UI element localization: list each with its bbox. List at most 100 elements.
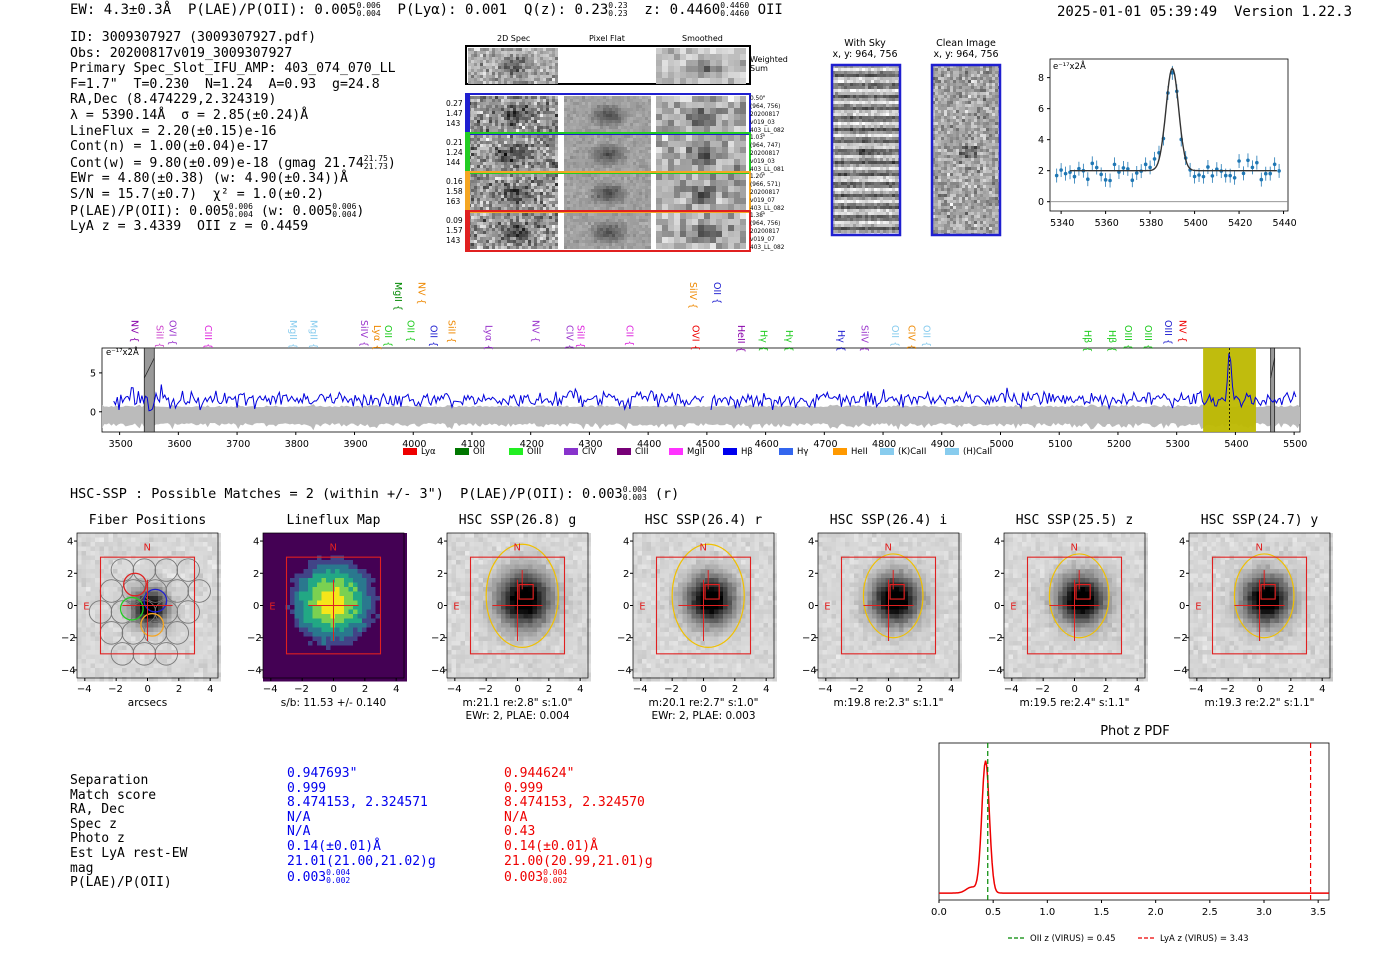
legend-swatch <box>509 448 523 455</box>
row-stat-value: 0.16 <box>446 177 463 187</box>
detection-info: ID: 3009307927 (3009307927.pdf)Obs: 2020… <box>70 30 396 235</box>
hsc-xtick-label: −4 <box>1004 684 1019 695</box>
hsc-ytick-label: −2 <box>802 633 817 644</box>
hsc-xtick-label: 0 <box>515 684 521 695</box>
row-stat-value: 0.09 <box>446 216 463 226</box>
match-row-label: Photo z <box>70 832 187 847</box>
hsc-xtick-label: −4 <box>447 684 462 695</box>
hsc-ytick-label: 4 <box>437 537 443 548</box>
photz-xtick-label: 3.0 <box>1256 907 1272 918</box>
row-stat-value: 1.24 <box>446 148 463 158</box>
zoom-data-point <box>1055 174 1059 178</box>
hsc-ytick-label: 2 <box>253 569 259 580</box>
match-value: 0.14(±0.01)Å <box>287 840 436 855</box>
zoom-data-point <box>1095 166 1099 170</box>
line-id-label: CIV { <box>905 325 916 350</box>
legend-text: Hγ <box>797 447 808 457</box>
legend-item: Hγ <box>779 447 808 457</box>
timestamp-version: 2025-01-01 05:39:49 Version 1.22.3 <box>1057 4 1352 20</box>
line-id-label: SiII { <box>154 325 165 348</box>
hsc-xtick-label: −2 <box>849 684 864 695</box>
hsc-xtick-label: −2 <box>108 684 123 695</box>
legend-item: OIII <box>509 447 541 457</box>
match-value: 21.01(21.00,21.02)g <box>287 855 436 870</box>
row-meta-value: 20200817 <box>750 228 784 236</box>
zoom-data-point <box>1255 161 1259 165</box>
hsc-ytick-label: −4 <box>61 665 76 676</box>
legend-text: HeII <box>851 447 868 457</box>
spec-xtick-label: 3700 <box>226 439 250 450</box>
north-label: N <box>514 543 521 554</box>
row-color-bar <box>466 211 470 251</box>
spec-ytick-label: 5 <box>90 368 96 379</box>
row-stat-value: 1.47 <box>446 109 463 119</box>
row-smoothed <box>656 213 746 249</box>
zoom-data-point <box>1113 163 1117 167</box>
hsc-xtick-label: 4 <box>763 684 769 695</box>
match-value: 0.14(±0.01)Å <box>504 840 653 855</box>
match-value-text: 0.999 <box>287 781 326 796</box>
row-color-bar <box>466 133 470 173</box>
hsc-xtick-label: 0 <box>1072 684 1078 695</box>
match-value-text: 8.474153, 2.324571 <box>287 795 428 810</box>
match-value: 0.947693" <box>287 767 436 782</box>
legend-swatch <box>564 448 578 455</box>
match-value-text: N/A <box>287 824 310 839</box>
match-row-label: RA, Dec <box>70 803 187 818</box>
spec-xtick-label: 5100 <box>1048 439 1072 450</box>
match-row-label: Spec z <box>70 818 187 833</box>
match-value: 8.474153, 2.324571 <box>287 796 436 811</box>
panel-title: HSC SSP(26.8) g <box>418 513 618 528</box>
zoom-ytick-label: 4 <box>1038 135 1044 146</box>
spec-xtick-label: 5200 <box>1107 439 1131 450</box>
photz-xtick-label: 2.5 <box>1202 907 1218 918</box>
zoom-data-point <box>1268 172 1272 176</box>
panel-caption: arcsecs <box>48 697 248 709</box>
zoom-ytick-label: 0 <box>1038 197 1044 208</box>
spec-xtick-label: 3500 <box>109 439 133 450</box>
row-meta-value: v019_03 <box>750 119 784 127</box>
match-row-label: Est LyA rest-EW <box>70 847 187 862</box>
row-smoothed <box>656 174 746 210</box>
panel-title: Fiber Positions <box>48 513 248 528</box>
line-id-label: SiII { <box>575 325 586 348</box>
hsc-ytick-label: 4 <box>623 537 629 548</box>
legend-swatch <box>403 448 417 455</box>
row-color-bar <box>466 172 470 212</box>
zoom-data-point <box>1153 157 1157 161</box>
cutout-pixels <box>263 533 407 682</box>
row-meta-value: (966, 571) <box>750 181 784 189</box>
hsc-ytick-label: 4 <box>67 537 73 548</box>
row-meta-value: 403_LL_082 <box>750 244 784 252</box>
line-id-label: SiIV { <box>687 282 698 309</box>
panel-caption: m:19.5 re:2.4" s:1.1" <box>975 697 1175 709</box>
zoom-data-point <box>1135 171 1139 175</box>
zoom-data-point <box>1108 179 1112 183</box>
hsc-ytick-label: 0 <box>67 601 73 612</box>
zoom-data-point <box>1237 159 1241 163</box>
row-2dspec <box>468 135 558 171</box>
weighted-2dspec <box>468 48 558 84</box>
hsc-xtick-label: −2 <box>478 684 493 695</box>
zoom-data-point <box>1264 172 1268 176</box>
match-value: 0.944624" <box>504 767 653 782</box>
match-value-text: 0.999 <box>504 781 543 796</box>
match-row-label: Separation <box>70 774 187 789</box>
zoom-xtick-label: 5360 <box>1095 218 1119 229</box>
north-label: N <box>700 543 707 554</box>
hsc-xtick-label: 2 <box>546 684 552 695</box>
photz-xtick-label: 3.5 <box>1310 907 1326 918</box>
panel-title: HSC SSP(26.4) i <box>789 513 989 528</box>
weighted-smoothed <box>656 48 746 84</box>
zoom-data-point <box>1144 163 1148 167</box>
zoom-data-point <box>1251 166 1255 170</box>
